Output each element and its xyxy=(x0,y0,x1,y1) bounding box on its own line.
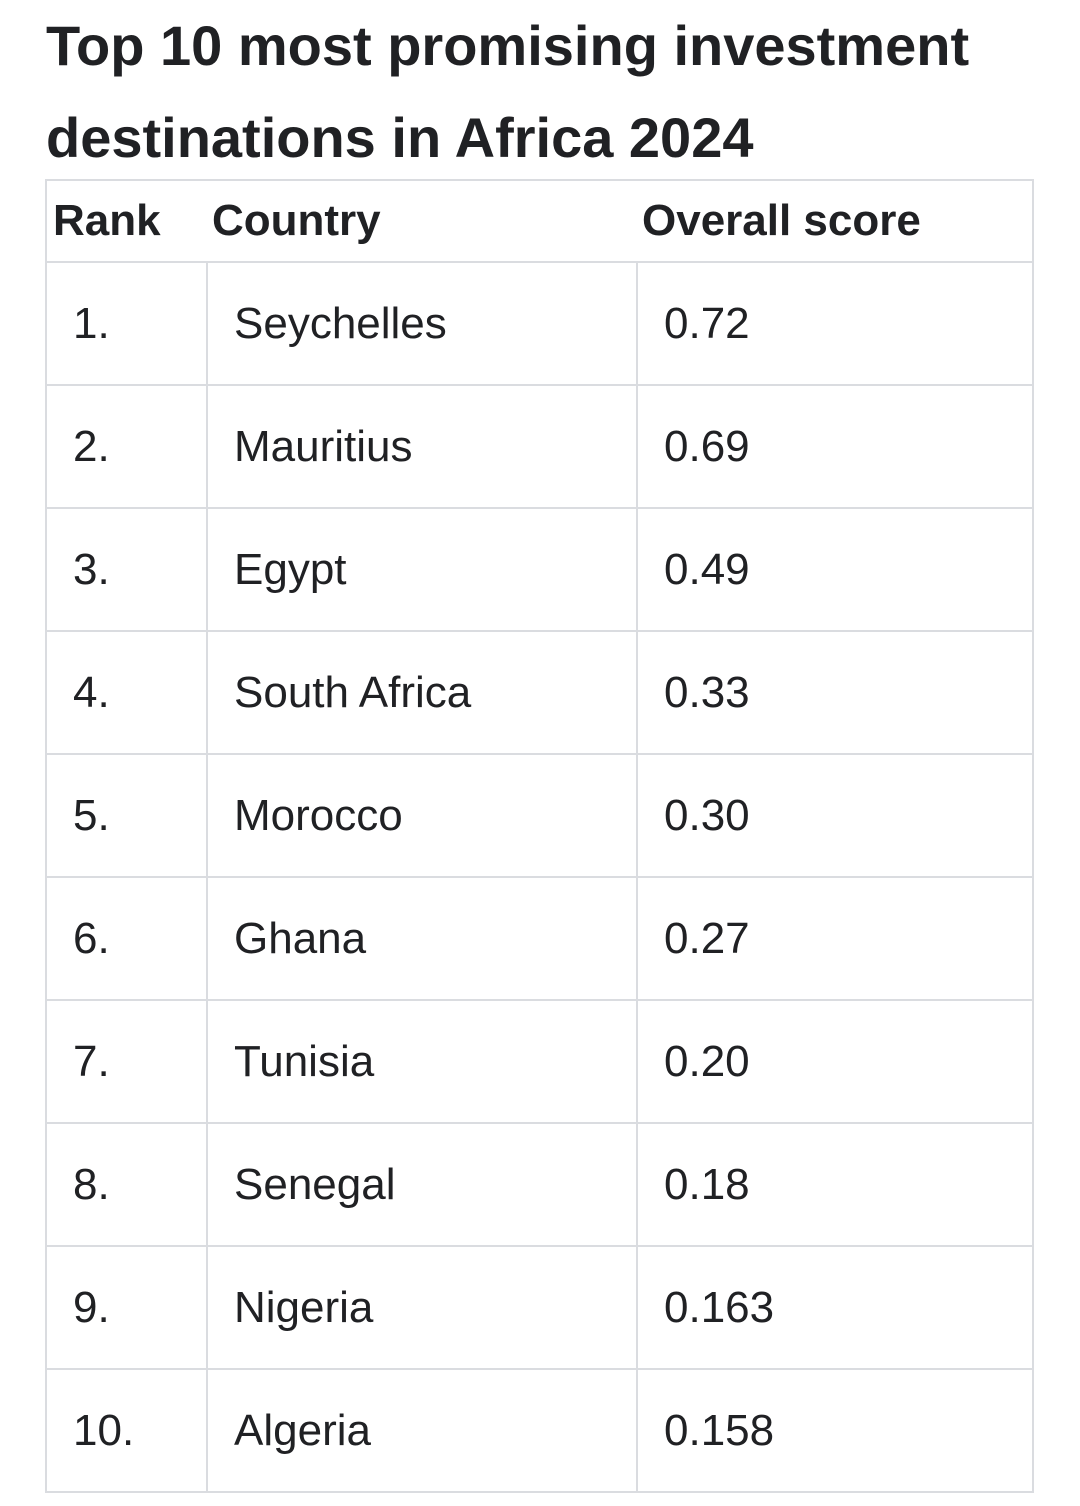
ranking-table: Rank Country Overall score 1. Seychelles… xyxy=(45,179,1034,1493)
score-cell: 0.20 xyxy=(664,1037,750,1086)
table-row: 5. Morocco 0.30 xyxy=(47,755,1032,878)
country-cell: Tunisia xyxy=(234,1037,375,1086)
rank-cell: 5. xyxy=(73,791,110,840)
score-cell: 0.72 xyxy=(664,299,750,348)
table-row: 2. Mauritius 0.69 xyxy=(47,386,1032,509)
table-row: 1. Seychelles 0.72 xyxy=(47,263,1032,386)
country-cell: Egypt xyxy=(234,545,347,594)
column-header-overall-score: Overall score xyxy=(642,196,921,245)
country-cell: Ghana xyxy=(234,914,367,963)
country-cell: South Africa xyxy=(234,668,472,717)
rank-cell: 2. xyxy=(73,422,110,471)
rank-cell: 6. xyxy=(73,914,110,963)
country-cell: Seychelles xyxy=(234,299,447,348)
rank-cell: 8. xyxy=(73,1160,110,1209)
country-cell: Algeria xyxy=(234,1406,371,1455)
table-row: 4. South Africa 0.33 xyxy=(47,632,1032,755)
table-row: 3. Egypt 0.49 xyxy=(47,509,1032,632)
score-cell: 0.49 xyxy=(664,545,750,594)
column-header-rank: Rank xyxy=(53,196,161,245)
column-header-country: Country xyxy=(212,196,381,245)
rank-cell: 1. xyxy=(73,299,110,348)
country-cell: Morocco xyxy=(234,791,403,840)
table-body: 1. Seychelles 0.72 2. Mauritius 0.69 3. … xyxy=(47,263,1032,1493)
score-cell: 0.163 xyxy=(664,1283,775,1332)
score-cell: 0.33 xyxy=(664,668,750,717)
score-cell: 0.18 xyxy=(664,1160,750,1209)
rank-cell: 3. xyxy=(73,545,110,594)
rank-cell: 4. xyxy=(73,668,110,717)
page-title: Top 10 most promising investment destina… xyxy=(46,14,970,169)
table-row: 7. Tunisia 0.20 xyxy=(47,1001,1032,1124)
country-cell: Mauritius xyxy=(234,422,413,471)
table-row: 6. Ghana 0.27 xyxy=(47,878,1032,1001)
rank-cell: 9. xyxy=(73,1283,110,1332)
score-cell: 0.158 xyxy=(664,1406,775,1455)
rank-cell: 7. xyxy=(73,1037,110,1086)
score-cell: 0.69 xyxy=(664,422,750,471)
country-cell: Senegal xyxy=(234,1160,396,1209)
rank-cell: 10. xyxy=(73,1406,135,1455)
table-row: 8. Senegal 0.18 xyxy=(47,1124,1032,1247)
score-cell: 0.30 xyxy=(664,791,750,840)
table-header-row: Rank Country Overall score xyxy=(47,181,1032,263)
table-row: 9. Nigeria 0.163 xyxy=(47,1247,1032,1370)
score-cell: 0.27 xyxy=(664,914,750,963)
table-row: 10. Algeria 0.158 xyxy=(47,1370,1032,1493)
country-cell: Nigeria xyxy=(234,1283,374,1332)
